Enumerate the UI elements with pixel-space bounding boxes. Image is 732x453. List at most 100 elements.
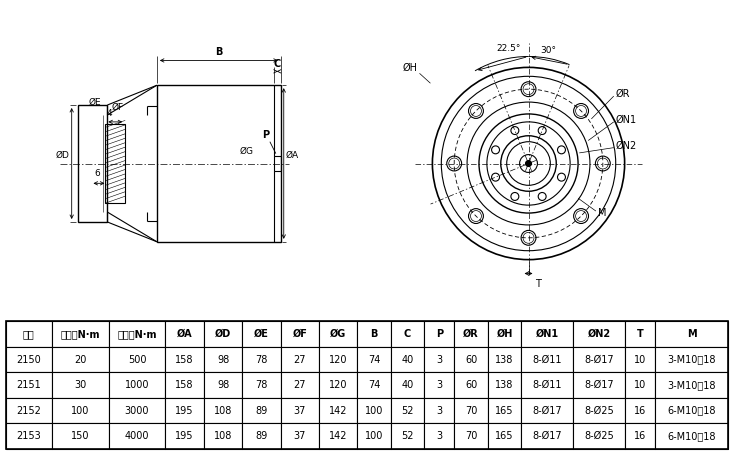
Text: 52: 52 — [401, 405, 414, 415]
FancyBboxPatch shape — [488, 372, 521, 398]
FancyBboxPatch shape — [52, 424, 108, 449]
FancyBboxPatch shape — [280, 321, 319, 347]
Text: 78: 78 — [255, 355, 268, 365]
FancyBboxPatch shape — [625, 347, 655, 372]
Text: ØN2: ØN2 — [587, 329, 610, 339]
Text: 70: 70 — [465, 405, 477, 415]
FancyBboxPatch shape — [108, 424, 165, 449]
FancyBboxPatch shape — [357, 424, 391, 449]
FancyBboxPatch shape — [455, 372, 488, 398]
Text: ØG: ØG — [330, 329, 346, 339]
Text: ØH: ØH — [403, 63, 417, 72]
Text: 8-Ø25: 8-Ø25 — [584, 405, 613, 415]
FancyBboxPatch shape — [521, 321, 573, 347]
FancyBboxPatch shape — [521, 424, 573, 449]
Text: 52: 52 — [401, 431, 414, 441]
Text: 150: 150 — [71, 431, 89, 441]
Text: 10: 10 — [634, 355, 646, 365]
FancyBboxPatch shape — [165, 321, 203, 347]
FancyBboxPatch shape — [425, 372, 455, 398]
FancyBboxPatch shape — [655, 398, 728, 424]
FancyBboxPatch shape — [203, 347, 242, 372]
Text: ØR: ØR — [616, 89, 630, 99]
Text: 40: 40 — [401, 355, 414, 365]
Text: T: T — [536, 280, 542, 289]
Text: 6-M10深18: 6-M10深18 — [668, 431, 716, 441]
Text: 4000: 4000 — [124, 431, 149, 441]
Text: 2153: 2153 — [16, 431, 41, 441]
Text: 78: 78 — [255, 380, 268, 390]
Text: 142: 142 — [329, 431, 348, 441]
Text: 30°: 30° — [540, 45, 556, 54]
Text: ØH: ØH — [496, 329, 512, 339]
FancyBboxPatch shape — [280, 372, 319, 398]
Text: 70: 70 — [465, 431, 477, 441]
FancyBboxPatch shape — [319, 347, 357, 372]
FancyBboxPatch shape — [280, 347, 319, 372]
FancyBboxPatch shape — [488, 398, 521, 424]
Text: ØN1: ØN1 — [536, 329, 559, 339]
Text: ØE: ØE — [254, 329, 269, 339]
FancyBboxPatch shape — [280, 398, 319, 424]
FancyBboxPatch shape — [391, 321, 425, 347]
Text: 158: 158 — [176, 380, 194, 390]
Text: 74: 74 — [368, 355, 381, 365]
FancyBboxPatch shape — [455, 424, 488, 449]
FancyBboxPatch shape — [203, 372, 242, 398]
Text: C: C — [274, 59, 281, 69]
FancyBboxPatch shape — [488, 347, 521, 372]
FancyBboxPatch shape — [357, 347, 391, 372]
FancyBboxPatch shape — [425, 398, 455, 424]
Text: 2151: 2151 — [16, 380, 41, 390]
Text: 3-M10深18: 3-M10深18 — [668, 355, 716, 365]
Bar — [105, 124, 125, 203]
FancyBboxPatch shape — [165, 372, 203, 398]
FancyBboxPatch shape — [242, 424, 280, 449]
FancyBboxPatch shape — [655, 424, 728, 449]
Text: ØF: ØF — [111, 103, 124, 112]
FancyBboxPatch shape — [6, 347, 52, 372]
Text: ØD: ØD — [215, 329, 231, 339]
FancyBboxPatch shape — [488, 424, 521, 449]
Text: 3: 3 — [436, 405, 442, 415]
FancyBboxPatch shape — [203, 424, 242, 449]
FancyBboxPatch shape — [108, 321, 165, 347]
Text: 3: 3 — [436, 380, 442, 390]
FancyBboxPatch shape — [655, 347, 728, 372]
Text: 195: 195 — [176, 431, 194, 441]
Text: 142: 142 — [329, 405, 348, 415]
Text: 8-Ø11: 8-Ø11 — [532, 380, 562, 390]
FancyBboxPatch shape — [242, 398, 280, 424]
FancyBboxPatch shape — [573, 372, 625, 398]
Text: 2150: 2150 — [16, 355, 41, 365]
Text: 60: 60 — [465, 380, 477, 390]
FancyBboxPatch shape — [573, 321, 625, 347]
Text: 27: 27 — [294, 355, 306, 365]
Text: 3-M10深18: 3-M10深18 — [668, 380, 716, 390]
Text: 138: 138 — [496, 355, 514, 365]
Text: 100: 100 — [71, 405, 89, 415]
Text: 型號: 型號 — [23, 329, 34, 339]
Text: P: P — [436, 329, 443, 339]
FancyBboxPatch shape — [625, 424, 655, 449]
Text: 89: 89 — [255, 405, 268, 415]
Text: 大量程N·m: 大量程N·m — [117, 329, 157, 339]
FancyBboxPatch shape — [391, 424, 425, 449]
Text: 16: 16 — [634, 431, 646, 441]
FancyBboxPatch shape — [357, 321, 391, 347]
Text: 2152: 2152 — [16, 405, 41, 415]
FancyBboxPatch shape — [625, 321, 655, 347]
FancyBboxPatch shape — [521, 372, 573, 398]
FancyBboxPatch shape — [52, 321, 108, 347]
Text: 27: 27 — [294, 380, 306, 390]
Text: ØE: ØE — [89, 98, 102, 107]
FancyBboxPatch shape — [455, 347, 488, 372]
Text: 3000: 3000 — [124, 405, 149, 415]
FancyBboxPatch shape — [488, 321, 521, 347]
FancyBboxPatch shape — [455, 321, 488, 347]
Text: 16: 16 — [634, 405, 646, 415]
FancyBboxPatch shape — [6, 424, 52, 449]
Text: 20: 20 — [74, 355, 86, 365]
Text: 8-Ø17: 8-Ø17 — [584, 355, 613, 365]
Text: 158: 158 — [176, 355, 194, 365]
